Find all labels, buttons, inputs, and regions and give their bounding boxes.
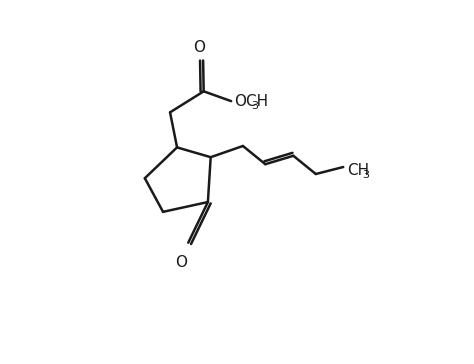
Text: O: O: [193, 40, 206, 55]
Text: O: O: [175, 256, 187, 270]
Text: 3: 3: [362, 170, 369, 179]
Text: 3: 3: [251, 101, 258, 111]
Text: CH: CH: [346, 163, 369, 178]
Text: OCH: OCH: [234, 94, 268, 108]
